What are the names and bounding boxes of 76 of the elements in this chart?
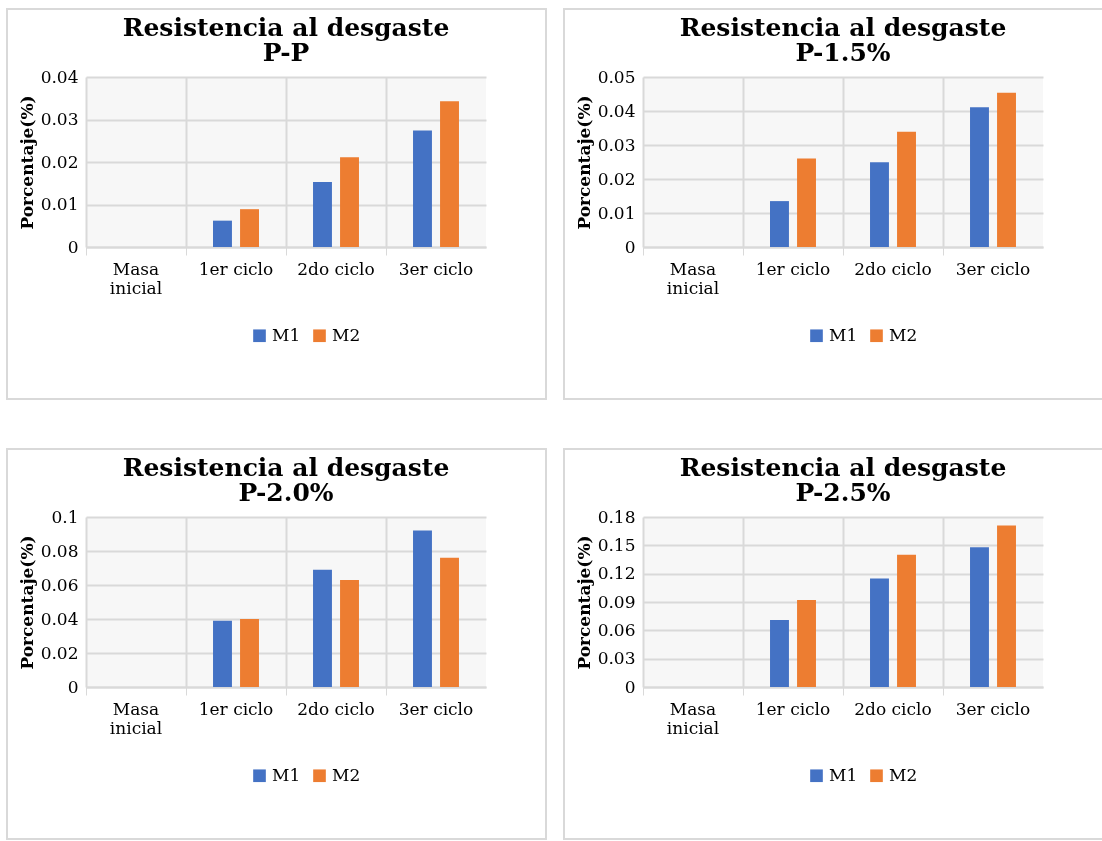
x-tick-label: 2do ciclo [297,698,375,719]
x-tick-label: 1er ciclo [198,698,274,719]
y-tick-label: 0.02 [40,642,79,663]
bar [870,162,889,247]
y-tick-label: 0.12 [597,563,636,584]
y-tick-label: 0.03 [597,648,636,669]
y-tick-label: 0.01 [597,202,636,223]
x-tick-label: 2do ciclo [854,698,932,719]
bar [870,578,889,687]
y-tick-label: 0.04 [597,100,636,121]
legend-label: M1 [272,764,301,785]
x-tick-label: 2do ciclo [854,258,932,279]
bar [897,131,916,247]
bar [897,554,916,687]
y-tick-label: 0.09 [597,591,636,612]
y-tick-label: 0 [67,236,79,257]
y-axis-title: Porcentaje(%) [16,95,37,230]
bar [970,107,989,247]
y-tick-label: 0 [624,236,636,257]
x-tick-label: Masa inicial [109,698,163,738]
bar [213,620,232,687]
x-tick-label: 3er ciclo [955,258,1031,279]
y-tick-label: 0.04 [40,66,79,87]
bar [213,220,232,247]
y-tick-label: 0.01 [40,194,79,214]
x-tick-label: Masa inicial [109,258,163,298]
y-tick-label: 0.03 [597,134,636,155]
bar [340,157,359,247]
x-tick-label: 3er ciclo [398,698,474,719]
x-tick-label: 1er ciclo [198,258,274,279]
y-tick-label: 0.18 [597,506,636,527]
y-axis-title: Porcentaje(%) [573,95,594,230]
x-tick-label: 3er ciclo [398,258,474,279]
bar [240,209,259,247]
y-tick-label: 0.08 [40,540,79,561]
bar [770,619,789,687]
y-tick-label: 0.15 [597,534,636,555]
bar [340,579,359,687]
legend-label: M2 [332,764,361,785]
legend-label: M1 [829,764,858,785]
bar [970,547,989,687]
bar [440,557,459,687]
x-tick-label: Masa inicial [666,698,720,738]
legend-label: M1 [272,324,301,345]
y-tick-label: 0.06 [597,619,636,640]
bar [797,600,816,687]
bar [440,101,459,247]
y-tick-label: 0.02 [597,168,636,189]
legend-label: M2 [889,324,918,345]
x-tick-label: 2do ciclo [297,258,375,279]
bar [313,181,332,247]
x-tick-label: Masa inicial [666,258,720,298]
legend-label: M2 [332,324,361,345]
bar [413,130,432,247]
bar [413,530,432,687]
y-tick-label: 0.06 [40,574,79,595]
bar [797,158,816,247]
y-tick-label: 0.04 [40,608,79,629]
legend-label: M1 [829,324,858,345]
y-tick-label: 0.05 [597,66,636,87]
bar [997,525,1016,687]
y-tick-label: 0 [67,676,79,697]
x-tick-label: 1er ciclo [755,258,831,279]
y-tick-label: 0.03 [40,109,79,129]
y-tick-label: 0.1 [51,506,79,527]
bar [770,201,789,247]
x-tick-label: 3er ciclo [955,698,1031,719]
bar [313,569,332,687]
bar [240,619,259,687]
y-tick-label: 0 [624,676,636,697]
x-tick-label: 1er ciclo [755,698,831,719]
y-tick-label: 0.02 [40,151,79,172]
y-axis-title: Porcentaje(%) [16,535,37,670]
bar [997,92,1016,247]
y-axis-title: Porcentaje(%) [573,535,594,670]
legend-label: M2 [889,764,918,785]
